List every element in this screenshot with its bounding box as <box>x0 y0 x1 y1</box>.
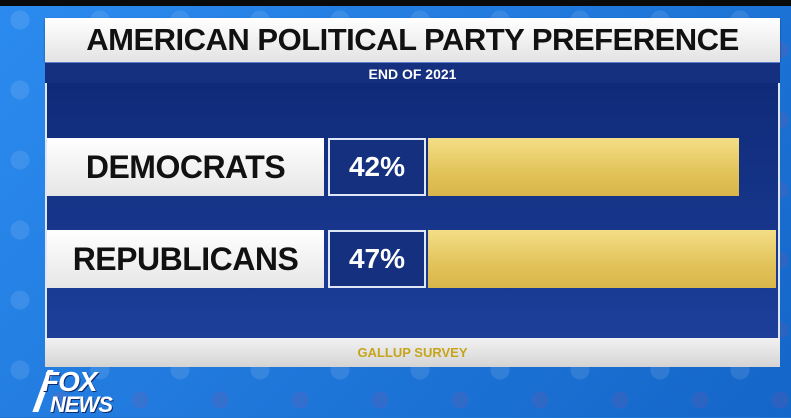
value-label-democrats: 42% <box>328 138 426 196</box>
category-label-text: REPUBLICANS <box>72 240 299 277</box>
category-label-republicans: REPUBLICANS <box>47 230 324 288</box>
fox-news-logo: FOX NEWS <box>32 366 122 417</box>
source-label: GALLUP SURVEY <box>357 345 468 360</box>
top-strip <box>0 0 791 6</box>
logo-text-fox: FOX <box>42 366 98 397</box>
logo-text-news: NEWS <box>50 392 113 417</box>
chart-subtitle: END OF 2021 <box>368 65 457 82</box>
bar-democrats <box>428 138 739 196</box>
value-label-republicans: 47% <box>328 230 426 288</box>
category-label-democrats: DEMOCRATS <box>47 138 324 196</box>
category-label-text: DEMOCRATS <box>85 148 286 185</box>
chart-title-box: AMERICAN POLITICAL PARTY PREFERENCE <box>45 18 780 62</box>
chart-title: AMERICAN POLITICAL PARTY PREFERENCE <box>86 22 739 57</box>
value-label-text: 47% <box>348 243 406 274</box>
source-bar: GALLUP SURVEY <box>45 338 780 367</box>
bar-republicans <box>428 230 776 288</box>
chart-panel <box>45 83 780 338</box>
chart-subtitle-bar: END OF 2021 <box>45 62 780 84</box>
value-label-text: 42% <box>348 151 406 182</box>
